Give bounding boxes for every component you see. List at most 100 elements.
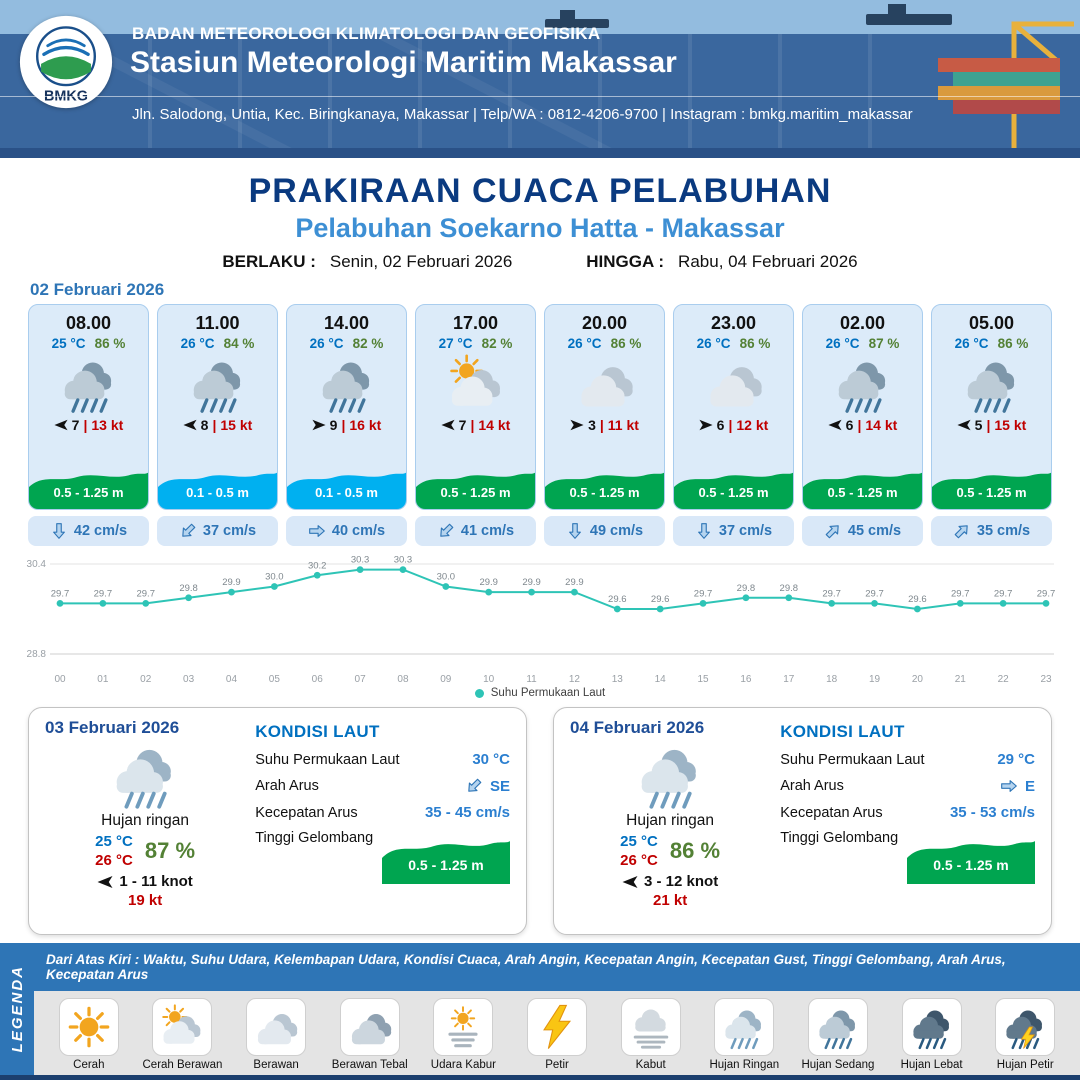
forecast-card-body: 11.00 26 °C 84 % 8 | 15 kt 0.1 - 0.5 m xyxy=(157,304,278,510)
forecast-card: 02.00 26 °C 87 % 6 | 14 kt 0.5 - 1.25 m xyxy=(802,304,923,546)
svg-text:28.8: 28.8 xyxy=(27,649,47,660)
wave-height-band: 0.5 - 1.25 m xyxy=(545,465,664,509)
wave-height-band: 0.5 - 1.25 m xyxy=(382,832,510,884)
temp-max: 26 °C xyxy=(620,852,658,869)
wave-height: 0.1 - 0.5 m xyxy=(186,485,249,501)
wave-height: 0.5 - 1.25 m xyxy=(440,485,511,501)
legend-label: Hujan Lebat xyxy=(900,1059,963,1071)
weather-condition: Hujan ringan xyxy=(626,812,715,829)
current-speed-row: Kecepatan Arus 35 - 53 cm/s xyxy=(780,804,1035,821)
temp-humidity-row: 27 °C 82 % xyxy=(416,336,535,351)
forecast-time: 23.00 xyxy=(710,313,757,333)
current-speed: 35 - 53 cm/s xyxy=(949,804,1035,821)
legend-section: LEGENDA Dari Atas Kiri : Waktu, Suhu Uda… xyxy=(0,943,1080,1075)
air-temperature: 26 °C xyxy=(954,336,989,351)
petir-icon xyxy=(527,998,588,1056)
weather-icon xyxy=(55,354,123,414)
forecast-card-body: 23.00 26 °C 86 % 6 | 12 kt 0.5 - 1.25 m xyxy=(673,304,794,510)
wave-height: 0.1 - 0.5 m xyxy=(315,485,378,501)
current-direction-row: Arah Arus SE xyxy=(255,777,510,795)
wave-height: 0.5 - 1.25 m xyxy=(698,485,769,501)
legend-item: Hujan Petir xyxy=(980,998,1070,1071)
wave-height: 0.5 - 1.25 m xyxy=(569,485,640,501)
gust-speed: 16 kt xyxy=(349,417,382,433)
current-speed: 42 cm/s xyxy=(73,523,128,539)
daily-weather-summary: 03 Februari 2026 Hujan ringan 25 °C 26 °… xyxy=(45,718,245,924)
humidity: 86 % xyxy=(739,336,771,351)
forecast-card: 20.00 26 °C 86 % 3 | 11 kt 0.5 - 1.25 m xyxy=(544,304,665,546)
current-speed: 37 cm/s xyxy=(718,523,773,539)
wave-height-band: 0.5 - 1.25 m xyxy=(674,465,793,509)
sst-value: 30 °C xyxy=(472,751,510,768)
svg-text:29.7: 29.7 xyxy=(1037,588,1056,599)
svg-text:13: 13 xyxy=(612,674,624,685)
wind-direction-icon xyxy=(699,418,713,432)
gust-speed: 14 kt xyxy=(478,417,511,433)
hujan-sedang-icon xyxy=(807,998,868,1056)
svg-text:29.8: 29.8 xyxy=(737,583,756,594)
weather-icon xyxy=(571,354,639,414)
temp-max: 26 °C xyxy=(95,852,133,869)
forecast-time: 08.00 xyxy=(65,313,112,333)
current-box: 40 cm/s xyxy=(286,516,407,546)
daily-temps: 25 °C 26 °C 86 % xyxy=(620,833,720,869)
sea-conditions: KONDISI LAUT Suhu Permukaan Laut 29 °C A… xyxy=(780,718,1035,924)
svg-text:23: 23 xyxy=(1040,674,1052,685)
header: BMKG BADAN METEOROLOGI KLIMATOLOGI DAN G… xyxy=(0,0,1080,158)
current-box: 49 cm/s xyxy=(544,516,665,546)
svg-text:29.7: 29.7 xyxy=(136,588,155,599)
sst-chart: 30.4 28.8 29.7 00 29.7 01 29.7 02 29.8 03 29.9 04 30… xyxy=(27,555,1056,685)
wave-height-band: 0.5 - 1.25 m xyxy=(907,832,1035,884)
hujan-ringan-icon xyxy=(714,998,775,1056)
wind-direction-icon xyxy=(957,418,971,432)
wave-height: 0.5 - 1.25 m xyxy=(933,856,1009,873)
wind-direction-icon xyxy=(441,418,455,432)
humidity: 82 % xyxy=(481,336,513,351)
wind-speed: 5 xyxy=(974,417,983,433)
wave-height: 0.5 - 1.25 m xyxy=(827,485,898,501)
daily-date: 04 Februari 2026 xyxy=(570,718,705,737)
current-speed-row: Kecepatan Arus 35 - 45 cm/s xyxy=(255,804,510,821)
current-direction-icon xyxy=(308,522,326,540)
sst-chart-section: 30.4 28.8 29.7 00 29.7 01 29.7 02 29.8 03 29.9 04 30… xyxy=(18,552,1062,699)
svg-text:20: 20 xyxy=(912,674,924,685)
wave-height-band: 0.1 - 0.5 m xyxy=(158,465,277,509)
current-speed: 41 cm/s xyxy=(460,523,515,539)
current-direction-icon xyxy=(695,522,713,540)
spacer xyxy=(526,252,572,272)
legend-item: Cerah xyxy=(44,998,134,1071)
title-block: PRAKIRAAN CUACA PELABUHAN Pelabuhan Soek… xyxy=(0,158,1080,272)
svg-text:09: 09 xyxy=(440,674,452,685)
wave-shape xyxy=(803,472,922,509)
separator: | xyxy=(986,417,991,433)
forecast-card: 23.00 26 °C 86 % 6 | 12 kt 0.5 - 1.25 m xyxy=(673,304,794,546)
current-speed: 35 - 45 cm/s xyxy=(424,804,510,821)
forecast-card-body: 08.00 25 °C 86 % 7 | 13 kt 0.5 - 1.25 m xyxy=(28,304,149,510)
daily-weather-summary: 04 Februari 2026 Hujan ringan 25 °C 26 °… xyxy=(570,718,770,924)
berlaku-label: BERLAKU : xyxy=(222,252,316,271)
wind-speed: 6 xyxy=(845,417,854,433)
svg-text:29.7: 29.7 xyxy=(865,588,884,599)
svg-text:18: 18 xyxy=(826,674,838,685)
svg-text:29.7: 29.7 xyxy=(951,588,970,599)
air-temperature: 26 °C xyxy=(696,336,731,351)
forecast-card: 05.00 26 °C 86 % 5 | 15 kt 0.5 - 1.25 m xyxy=(931,304,1052,546)
harbor-illustration xyxy=(0,0,1080,158)
weather-icon xyxy=(829,354,897,414)
forecast-card-body: 17.00 27 °C 82 % 7 | 14 kt 0.5 - 1.25 m xyxy=(415,304,536,510)
wave-shape xyxy=(158,472,277,509)
separator: | xyxy=(599,417,604,433)
separator: | xyxy=(341,417,346,433)
current-direction-icon xyxy=(175,518,200,543)
wind-direction-icon xyxy=(570,418,584,432)
air-temperature: 25 °C xyxy=(51,336,86,351)
forecast-time: 11.00 xyxy=(195,313,240,333)
wind-row: 7 | 14 kt xyxy=(416,417,535,433)
separator: | xyxy=(470,417,475,433)
svg-text:29.8: 29.8 xyxy=(179,583,198,594)
legend-label: Hujan Sedang xyxy=(801,1059,875,1071)
wave-height-band: 0.5 - 1.25 m xyxy=(29,465,148,509)
humidity: 86 % xyxy=(610,336,642,351)
station-address: Jln. Salodong, Untia, Kec. Biringkanaya,… xyxy=(0,96,1080,123)
